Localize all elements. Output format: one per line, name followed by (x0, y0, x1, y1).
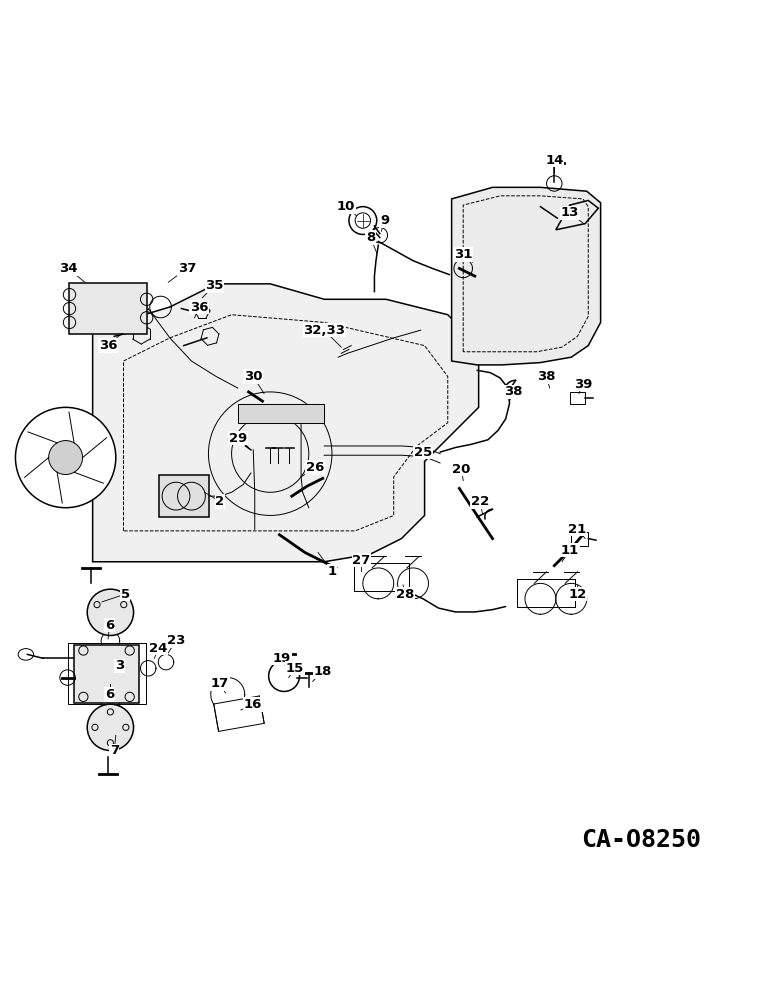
Text: 28: 28 (396, 588, 415, 601)
Text: 39: 39 (574, 378, 592, 391)
Text: 36: 36 (190, 301, 208, 314)
Text: 16: 16 (244, 698, 262, 711)
Text: 12: 12 (568, 588, 587, 601)
Bar (571, 532, 588, 546)
Text: 6: 6 (105, 688, 114, 701)
Polygon shape (238, 403, 324, 423)
Text: 17: 17 (211, 677, 229, 690)
Bar (158, 475, 208, 517)
Text: 35: 35 (205, 279, 224, 292)
Bar (69, 283, 147, 334)
Polygon shape (517, 579, 575, 607)
Text: 6: 6 (105, 619, 114, 632)
Text: 1: 1 (327, 565, 337, 578)
Text: 37: 37 (178, 262, 196, 275)
Text: 13: 13 (560, 206, 579, 219)
Text: 23: 23 (167, 634, 185, 647)
Bar (570, 392, 585, 403)
Text: 38: 38 (504, 385, 523, 398)
Text: 10: 10 (337, 200, 355, 213)
Text: 30: 30 (244, 370, 262, 383)
Circle shape (87, 704, 134, 751)
Circle shape (349, 207, 377, 234)
Text: 26: 26 (306, 461, 324, 474)
Text: 5: 5 (120, 588, 130, 601)
Text: 25: 25 (414, 446, 432, 459)
Polygon shape (354, 563, 409, 591)
Bar (67, 643, 145, 704)
Text: 24: 24 (149, 642, 168, 655)
Polygon shape (452, 187, 601, 365)
Text: 11: 11 (560, 544, 579, 557)
Polygon shape (93, 284, 479, 562)
Text: 8: 8 (366, 231, 375, 244)
Text: 14: 14 (545, 154, 564, 167)
Text: 32,33: 32,33 (303, 324, 345, 337)
Text: 36: 36 (99, 339, 117, 352)
Text: 15: 15 (286, 662, 304, 675)
Text: CA-O8250: CA-O8250 (581, 828, 701, 852)
Circle shape (87, 589, 134, 635)
Polygon shape (214, 696, 264, 731)
Text: 9: 9 (380, 214, 389, 227)
Text: 31: 31 (454, 248, 472, 261)
Text: 22: 22 (471, 495, 489, 508)
Circle shape (15, 407, 116, 508)
Text: 29: 29 (229, 432, 247, 445)
Text: 27: 27 (352, 554, 371, 567)
Bar (73, 645, 139, 703)
Circle shape (49, 441, 83, 475)
Text: 18: 18 (313, 665, 332, 678)
Text: 20: 20 (452, 463, 471, 476)
Text: 21: 21 (568, 523, 587, 536)
Text: 7: 7 (110, 744, 119, 757)
Text: 38: 38 (537, 370, 556, 383)
Text: 3: 3 (115, 659, 124, 672)
Text: 19: 19 (273, 652, 291, 665)
Text: 34: 34 (59, 262, 77, 275)
Text: 2: 2 (215, 495, 225, 508)
